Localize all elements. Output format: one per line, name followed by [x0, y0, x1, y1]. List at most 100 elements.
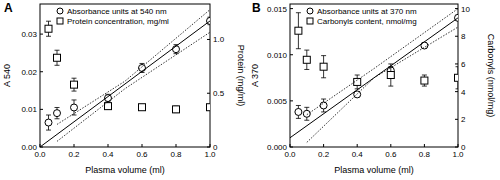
y-axis-title: A 540	[2, 64, 12, 87]
x-tick-label: 0.2	[68, 150, 80, 159]
square-point	[207, 104, 211, 111]
confidence-band	[57, 32, 210, 141]
x-tick-label: 0.2	[318, 150, 330, 159]
y2-tick	[207, 39, 210, 40]
y-tick	[290, 54, 293, 55]
x-tick	[176, 144, 177, 147]
y-tick	[290, 147, 293, 148]
x-tick-label: 0.4	[352, 150, 364, 159]
legend: Absorbance units at 370 nmCarbonyls cont…	[307, 7, 417, 26]
y2-tick	[207, 147, 210, 148]
y2-tick	[207, 93, 210, 94]
regression-line	[40, 21, 210, 147]
y2-tick-label: 6	[461, 60, 466, 69]
legend-label: Carbonyls content, nmol/mg	[317, 17, 417, 26]
confidence-band	[307, 9, 458, 115]
square-point	[71, 81, 78, 88]
error-bar	[174, 106, 179, 112]
y2-tick-label: 8	[461, 32, 466, 41]
x-tick-label: 0.4	[102, 150, 114, 159]
y-tick-label: 0.03	[21, 30, 37, 39]
confidence-band	[57, 10, 210, 125]
legend-marker	[307, 18, 313, 24]
y-tick-label: 0.000	[267, 143, 288, 152]
x-axis-title: Plasma volume (ml)	[334, 165, 414, 175]
x-tick	[74, 144, 75, 147]
y2-tick-label: 2	[461, 115, 466, 124]
circle-point	[320, 102, 327, 109]
error-bar	[304, 50, 309, 69]
legend-label: Absorbance units at 540 nm	[67, 7, 167, 16]
x-tick	[424, 144, 425, 147]
square-point	[54, 54, 61, 61]
y2-tick-label: 0	[213, 143, 218, 152]
legend-marker	[57, 8, 63, 14]
y2-axis-title: Carbonyls (nmol/mg)	[486, 34, 496, 118]
x-tick-label: 0.6	[385, 150, 397, 159]
legend-label: Absorbance units at 370 nm	[317, 7, 417, 16]
y2-tick	[455, 63, 458, 64]
confidence-band	[307, 27, 458, 142]
error-bar	[106, 103, 111, 109]
square-point	[320, 63, 327, 70]
circle-point	[45, 119, 52, 126]
data-area	[290, 9, 458, 143]
square-point	[173, 106, 180, 113]
x-tick	[390, 144, 391, 147]
y2-tick-label: 1.0	[213, 35, 225, 44]
error-bar	[296, 13, 301, 49]
square-point	[295, 27, 302, 34]
circle-point	[139, 64, 146, 71]
legend-marker	[307, 8, 313, 14]
error-bar	[46, 21, 51, 36]
y2-tick	[455, 119, 458, 120]
panel-letter: A	[4, 1, 13, 15]
error-bar	[422, 75, 427, 86]
panel-letter: B	[252, 1, 261, 15]
legend: Absorbance units at 540 nmProtein concen…	[57, 7, 169, 26]
data-area	[40, 10, 210, 147]
x-tick-label: 0.8	[170, 150, 182, 159]
circle-point	[303, 110, 310, 117]
legend-marker	[57, 18, 63, 24]
y-tick-label: 0.010	[267, 51, 288, 60]
y-tick	[40, 34, 43, 35]
error-bar	[55, 107, 60, 118]
error-bar	[355, 75, 360, 89]
y2-tick-label: 4	[461, 88, 466, 97]
y-tick-label: 0.005	[267, 97, 288, 106]
y2-tick	[455, 36, 458, 37]
error-bar	[456, 67, 459, 89]
error-bar	[304, 107, 309, 120]
figure: 0.00.20.40.60.81.00.000.010.020.0300.51.…	[0, 0, 500, 180]
y-tick	[290, 8, 293, 9]
y2-tick-label: 0.5	[213, 89, 225, 98]
x-tick	[357, 144, 358, 147]
error-bar	[72, 78, 77, 91]
x-tick-label: 0.8	[419, 150, 431, 159]
panel: 0.00.20.40.60.81.00.000.010.020.0300.51.…	[2, 1, 246, 175]
x-tick	[142, 144, 143, 147]
square-point	[303, 56, 310, 63]
circle-point	[71, 104, 78, 111]
y-tick	[40, 109, 43, 110]
y-tick-label: 0.015	[267, 5, 288, 14]
x-axis-title: Plasma volume (ml)	[85, 165, 165, 175]
y2-axis-title: Protein (mg/ml)	[236, 45, 246, 107]
error-bar	[55, 50, 60, 65]
x-tick	[108, 144, 109, 147]
error-bar	[46, 115, 51, 130]
circle-point	[295, 108, 302, 115]
y2-tick	[455, 91, 458, 92]
square-point	[45, 25, 52, 32]
y-tick	[40, 71, 43, 72]
y2-tick	[455, 147, 458, 148]
error-bar	[321, 56, 326, 78]
y2-tick-label: 10	[461, 5, 470, 14]
square-point	[455, 74, 459, 81]
y-axis-title: A 370	[250, 64, 260, 87]
square-point	[387, 72, 394, 79]
plot-frame	[40, 4, 210, 147]
y2-tick-label: 0	[461, 143, 466, 152]
square-point	[139, 104, 146, 111]
